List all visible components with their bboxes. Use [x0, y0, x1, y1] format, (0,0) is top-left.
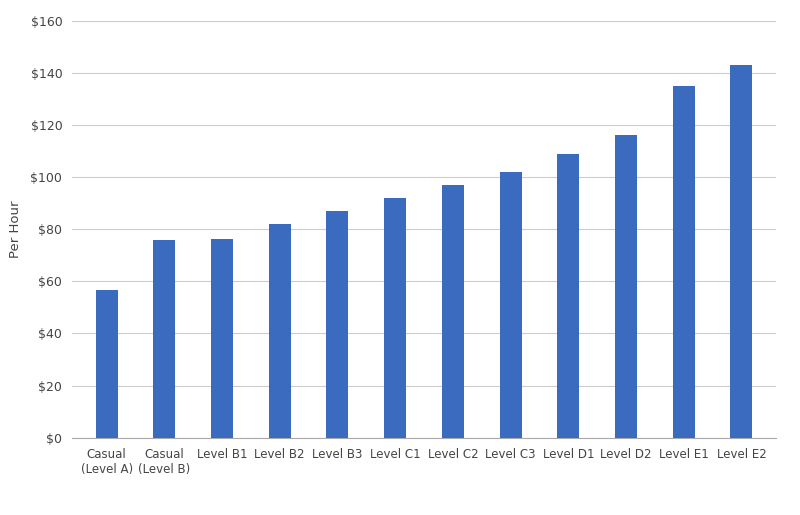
Bar — [211, 239, 233, 438]
Bar — [96, 290, 118, 438]
Bar — [384, 198, 406, 438]
Bar — [154, 239, 175, 438]
Bar — [730, 65, 752, 438]
Bar — [499, 172, 522, 438]
Y-axis label: Per Hour: Per Hour — [9, 200, 22, 258]
Bar — [269, 224, 290, 438]
Bar — [326, 211, 349, 438]
Bar — [558, 153, 579, 438]
Bar — [673, 86, 694, 438]
Bar — [442, 185, 464, 438]
Bar — [615, 135, 637, 438]
